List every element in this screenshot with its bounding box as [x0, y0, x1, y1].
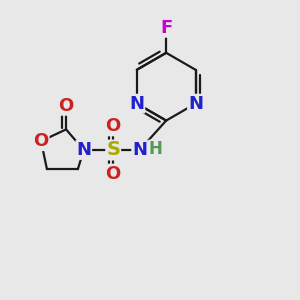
Text: O: O	[106, 165, 121, 183]
Text: O: O	[58, 97, 74, 115]
Text: N: N	[129, 94, 144, 112]
Text: O: O	[33, 132, 49, 150]
Text: O: O	[106, 117, 121, 135]
Text: F: F	[160, 19, 172, 37]
Text: N: N	[76, 141, 91, 159]
Text: H: H	[149, 140, 163, 158]
Text: S: S	[106, 140, 120, 160]
Text: N: N	[188, 94, 203, 112]
Text: N: N	[132, 141, 147, 159]
